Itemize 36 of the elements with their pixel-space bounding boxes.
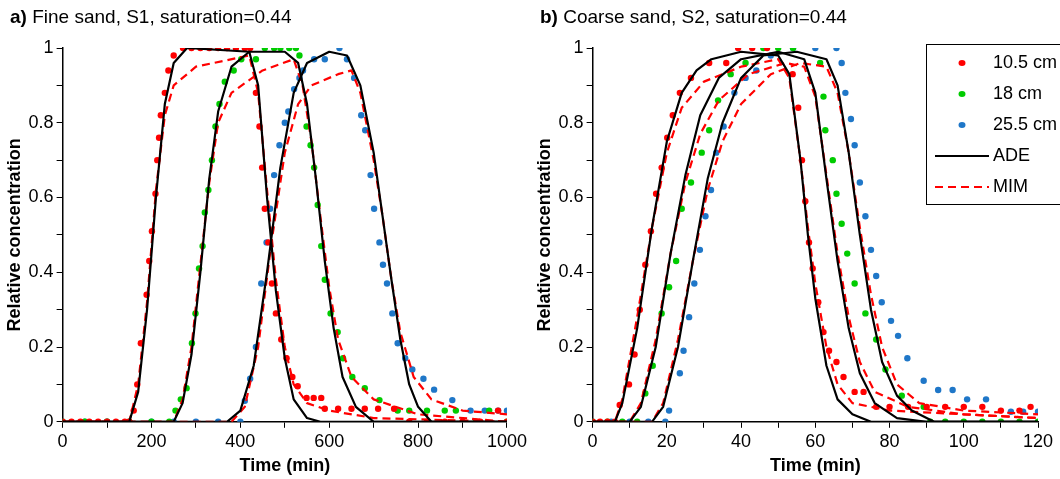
y-tick-label: 0.6 bbox=[28, 186, 54, 207]
x-axis-title: Time (min) bbox=[769, 455, 861, 476]
x-tick-label: 400 bbox=[225, 430, 256, 451]
x-tick-label: 0 bbox=[587, 430, 598, 451]
x-tick-label: 0 bbox=[57, 430, 68, 451]
x-tick-label: 1000 bbox=[486, 430, 527, 451]
y-tick-label: 1 bbox=[43, 36, 54, 57]
y-tick-label: 0 bbox=[573, 410, 584, 431]
y-tick-label: 1 bbox=[573, 36, 584, 57]
x-tick-label: 100 bbox=[948, 430, 979, 451]
x-tick-label: 20 bbox=[656, 430, 677, 451]
y-tick-label: 0 bbox=[43, 410, 54, 431]
x-tick-label: 120 bbox=[1022, 430, 1054, 451]
legend-label: 18 cm bbox=[992, 83, 1042, 104]
chart-title: b) Coarse sand, S2, saturation=0.44 bbox=[540, 6, 847, 28]
y-tick-label: 0.8 bbox=[558, 111, 584, 132]
legend-label: 10.5 cm bbox=[992, 52, 1057, 73]
x-tick-label: 80 bbox=[879, 430, 900, 451]
legend-label: MIM bbox=[992, 176, 1028, 197]
x-tick-label: 800 bbox=[403, 430, 434, 451]
y-tick-label: 0.2 bbox=[28, 336, 54, 357]
legend-label: 25.5 cm bbox=[992, 114, 1057, 135]
x-tick-label: 600 bbox=[314, 430, 345, 451]
y-tick-label: 0.8 bbox=[28, 111, 54, 132]
chart-title: a) Fine sand, S1, saturation=0.44 bbox=[10, 6, 292, 28]
y-axis-title: Relative concentration bbox=[3, 138, 24, 332]
legend-label: ADE bbox=[992, 145, 1030, 166]
y-tick-label: 0.2 bbox=[558, 336, 584, 357]
y-tick-label: 0.4 bbox=[28, 261, 54, 282]
y-tick-label: 0.4 bbox=[558, 261, 584, 282]
x-axis-title: Time (min) bbox=[239, 455, 331, 476]
x-tick-label: 60 bbox=[805, 430, 826, 451]
y-tick-label: 0.6 bbox=[558, 186, 584, 207]
x-tick-label: 200 bbox=[136, 430, 167, 451]
y-axis-title: Relative concentration bbox=[533, 138, 554, 332]
x-tick-label: 40 bbox=[731, 430, 752, 451]
